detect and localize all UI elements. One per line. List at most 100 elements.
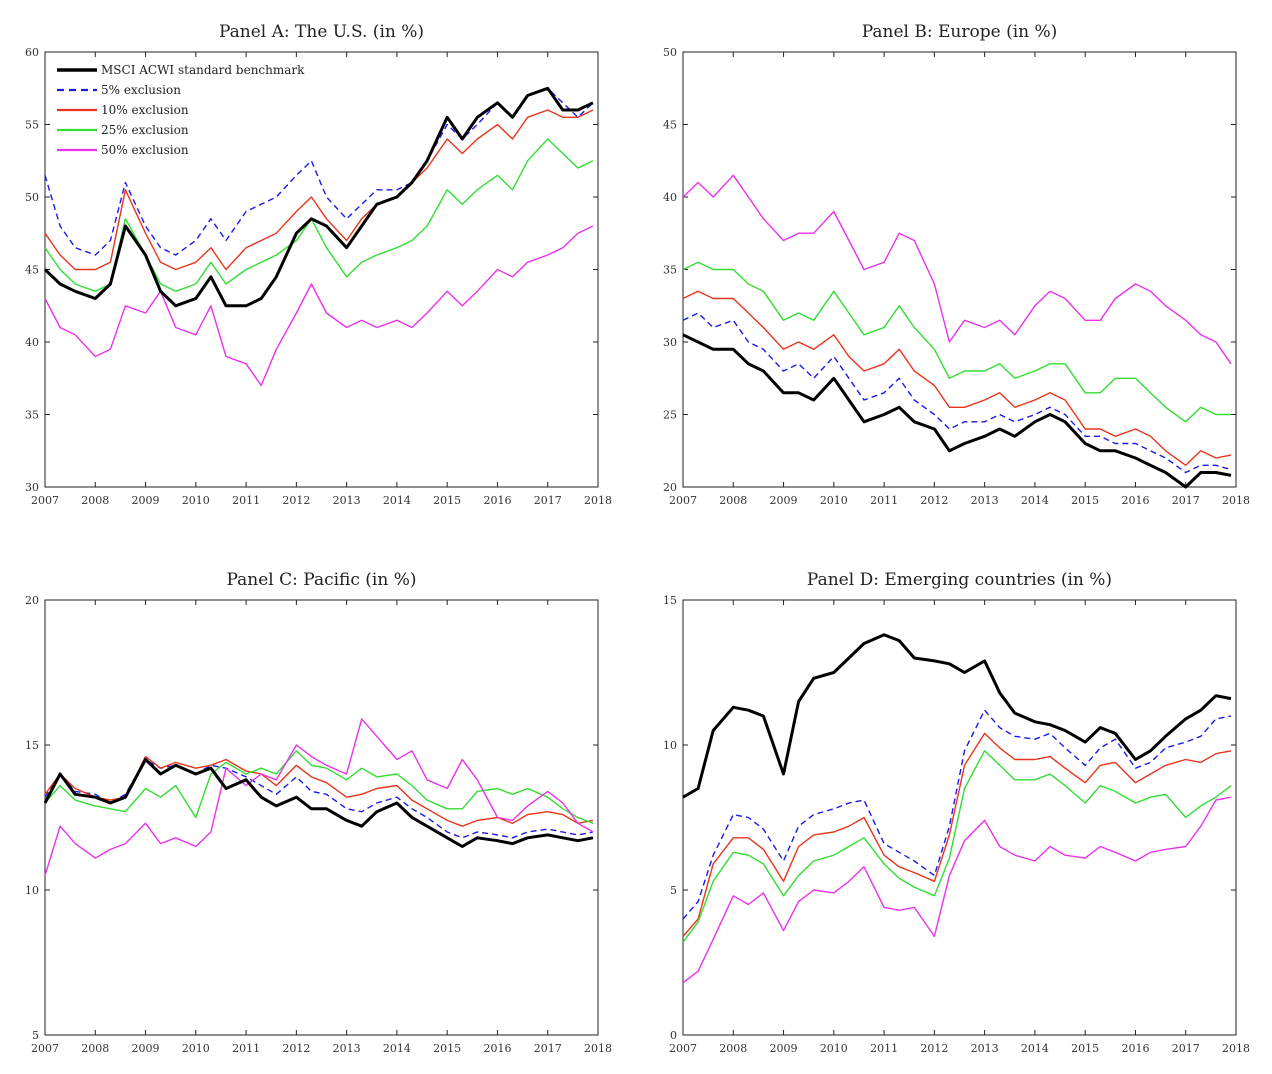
plot-frame (44, 599, 599, 1036)
y-tick-label: 40 (25, 336, 39, 349)
x-tick-label: 2009 (132, 1042, 160, 1055)
series-line-5-exclusion (682, 312, 1232, 474)
series-line-msci-acwi-standard-benchmark (682, 333, 1232, 489)
y-tick-label: 30 (663, 336, 677, 349)
x-tick-label: 2015 (433, 494, 461, 507)
y-tick-label: 15 (663, 594, 677, 607)
panel-a: Panel A: The U.S. (in %) 30 35 40 45 50 55 60 20… (25, 22, 612, 507)
plot-frame (682, 51, 1237, 488)
x-tick-label: 2017 (1172, 494, 1200, 507)
x-tick-label: 2018 (1222, 494, 1250, 507)
x-tick-label: 2018 (1222, 1042, 1250, 1055)
x-tick-label: 2011 (232, 1042, 260, 1055)
series-line-10-exclusion (44, 109, 594, 271)
y-tick-label: 55 (25, 119, 39, 132)
series-line-10-exclusion (682, 290, 1232, 466)
x-tick-label: 2016 (1121, 1042, 1149, 1055)
series-line-5-exclusion (44, 758, 594, 839)
x-tick-label: 2009 (770, 1042, 798, 1055)
series-line-50-exclusion (44, 225, 594, 387)
series-line-msci-acwi-standard-benchmark (43, 86, 594, 308)
legend: MSCI ACWI standard benchmark 5% exclusion… (57, 63, 305, 157)
y-tick-label: 40 (663, 191, 677, 204)
y-tick-label: 5 (32, 1029, 39, 1042)
x-tick-label: 2009 (132, 494, 160, 507)
panel-d: Panel D: Emerging countries (in %) 0 5 10 15… (663, 570, 1250, 1055)
panel-c: Panel C: Pacific (in %) 5 10 15 20 2007 2008 20… (25, 570, 612, 1055)
x-tick-label: 2008 (719, 1042, 747, 1055)
x-tick-label: 2011 (870, 494, 898, 507)
x-tick-label: 2007 (669, 1042, 697, 1055)
y-tick-label: 45 (25, 264, 39, 277)
y-tick-label: 25 (663, 409, 677, 422)
x-tick-label: 2013 (971, 494, 999, 507)
series-line-50-exclusion (682, 174, 1232, 365)
panel-title: Panel A: The U.S. (in %) (219, 22, 424, 42)
x-tick-label: 2011 (232, 494, 260, 507)
x-tick-label: 2009 (770, 494, 798, 507)
x-tick-label: 2011 (870, 1042, 898, 1055)
series-line-50-exclusion (682, 796, 1232, 984)
y-tick-label: 20 (25, 594, 39, 607)
x-tick-label: 2008 (81, 494, 109, 507)
x-tick-label: 2013 (333, 494, 361, 507)
y-tick-label: 35 (25, 409, 39, 422)
x-tick-label: 2014 (1021, 494, 1049, 507)
y-tick-label: 10 (663, 739, 677, 752)
panel-title: Panel C: Pacific (in %) (226, 570, 416, 590)
panel-title: Panel B: Europe (in %) (862, 22, 1058, 42)
y-tick-label: 0 (670, 1029, 677, 1042)
series-line-25-exclusion (682, 750, 1232, 943)
x-tick-label: 2017 (534, 1042, 562, 1055)
x-tick-label: 2013 (971, 1042, 999, 1055)
x-tick-label: 2014 (1021, 1042, 1049, 1055)
x-tick-label: 2016 (1121, 494, 1149, 507)
x-tick-label: 2010 (820, 1042, 848, 1055)
x-tick-label: 2007 (31, 494, 59, 507)
x-tick-label: 2017 (1172, 1042, 1200, 1055)
x-tick-label: 2018 (584, 1042, 612, 1055)
x-tick-label: 2016 (483, 494, 511, 507)
y-tick-label: 35 (663, 264, 677, 277)
series-line-10-exclusion (682, 732, 1232, 937)
legend-label: 10% exclusion (101, 103, 189, 117)
y-tick-label: 50 (663, 46, 677, 59)
x-tick-label: 2007 (669, 494, 697, 507)
plot-frame (682, 599, 1237, 1036)
legend-label: 5% exclusion (101, 83, 181, 97)
x-tick-label: 2015 (433, 1042, 461, 1055)
x-tick-label: 2012 (282, 1042, 310, 1055)
x-tick-label: 2008 (719, 494, 747, 507)
x-tick-label: 2012 (282, 494, 310, 507)
series-line-msci-acwi-standard-benchmark (43, 758, 594, 848)
series-line-msci-acwi-standard-benchmark (682, 633, 1232, 799)
legend-label: MSCI ACWI standard benchmark (101, 63, 305, 77)
x-tick-label: 2017 (534, 494, 562, 507)
x-tick-label: 2010 (820, 494, 848, 507)
x-tick-label: 2015 (1071, 1042, 1099, 1055)
y-tick-label: 45 (663, 119, 677, 132)
x-tick-label: 2013 (333, 1042, 361, 1055)
y-tick-label: 20 (663, 481, 677, 494)
legend-label: 25% exclusion (101, 123, 189, 137)
x-tick-label: 2008 (81, 1042, 109, 1055)
series-line-5-exclusion (44, 87, 594, 256)
series-line-25-exclusion (682, 261, 1231, 423)
series-line-25-exclusion (44, 138, 594, 292)
y-tick-label: 15 (25, 739, 39, 752)
y-tick-label: 50 (25, 191, 39, 204)
x-tick-label: 2007 (31, 1042, 59, 1055)
y-tick-label: 5 (670, 884, 677, 897)
x-tick-label: 2016 (483, 1042, 511, 1055)
x-tick-label: 2012 (920, 494, 948, 507)
plot-frame (44, 51, 599, 488)
x-tick-label: 2010 (182, 494, 210, 507)
panel-b: Panel B: Europe (in %) 20 25 30 35 40 45 50 2007… (663, 22, 1250, 507)
x-tick-label: 2014 (383, 1042, 411, 1055)
x-tick-label: 2014 (383, 494, 411, 507)
panel-title: Panel D: Emerging countries (in %) (807, 570, 1112, 590)
y-tick-label: 10 (25, 884, 39, 897)
series-line-5-exclusion (682, 709, 1232, 920)
legend-label: 50% exclusion (101, 143, 189, 157)
